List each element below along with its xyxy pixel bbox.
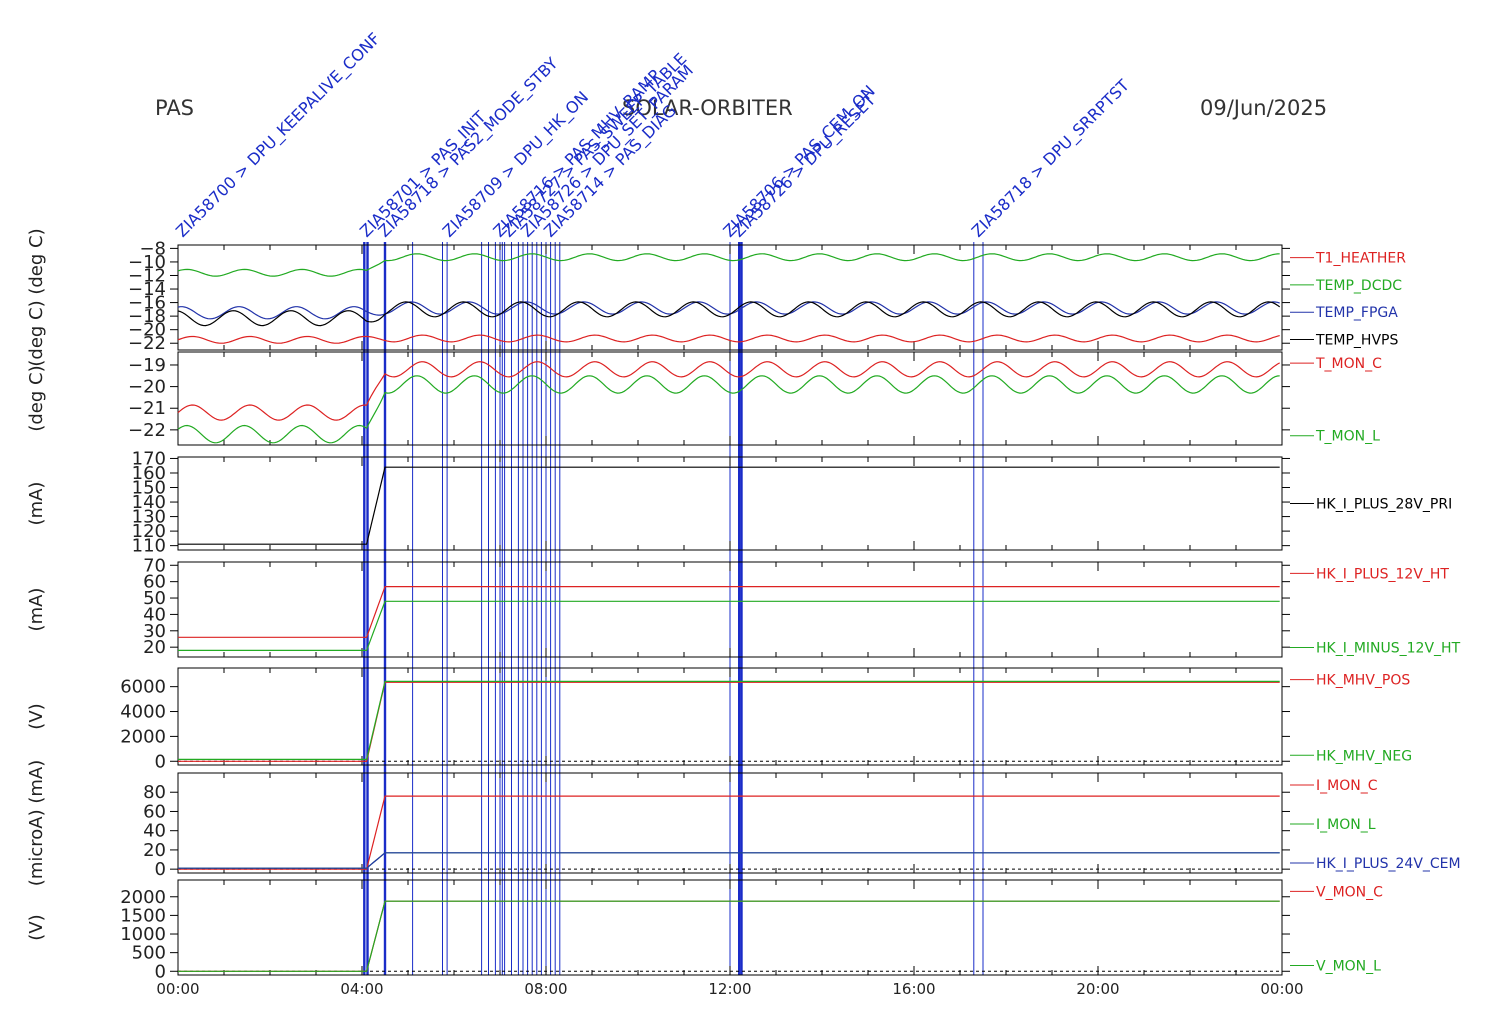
header-left: PAS [155,96,195,120]
x-tick-label: 00:00 [1260,980,1303,998]
legend-entry: HK_MHV_POS [1316,673,1410,689]
series-line [178,680,1280,761]
y-axis-label: (V) [26,703,47,729]
y-tick-label: −19 [128,355,166,376]
y-tick-label: 1000 [120,924,166,945]
series-line [178,795,1280,870]
y-tick-label: 20 [143,637,166,658]
x-tick-label: 00:00 [156,980,199,998]
event-label: ZIA58726 > DPU_SET_PARAM [517,61,698,242]
legend-entry: HK_I_PLUS_24V_CEM [1316,856,1461,872]
y-tick-label: 130 [132,507,166,528]
y-tick-label: −22 [128,420,166,441]
y-axis-label: (mA) [26,482,47,526]
series-line [177,334,1280,344]
y-tick-label: −20 [128,377,166,398]
y-tick-label: 40 [143,604,166,625]
x-tick-label: 20:00 [1076,980,1119,998]
legend-entry: I_MON_L [1316,817,1376,833]
event-label: ZIA58726 > DPU_RESET [729,90,881,242]
y-tick-label: 170 [132,448,166,469]
legend-entry: V_MON_C [1316,884,1383,900]
legend-entry: HK_MHV_NEG [1316,748,1412,764]
x-tick-label: 16:00 [892,980,935,998]
legend-entry: T_MON_L [1315,429,1380,445]
legend-entry: TEMP_DCDC [1315,278,1402,294]
x-tick-label: 12:00 [708,980,751,998]
y-tick-label: −22 [128,333,166,354]
series-line [177,253,1280,277]
legend-entry: I_MON_C [1316,778,1378,794]
y-tick-label: 70 [143,555,166,576]
y-axis-label: (deg C) [26,365,47,431]
series-line [178,900,1280,972]
y-tick-label: −8 [139,238,166,259]
y-tick-label: 2000 [120,887,166,908]
series-line [178,900,1280,972]
y-axis-label: (deg C) (deg C) [26,228,47,366]
y-tick-label: −14 [128,279,166,300]
series-line [178,681,1280,762]
y-tick-label: 500 [132,943,166,964]
y-tick-label: 40 [143,821,166,842]
series-line [178,852,1280,869]
x-tick-label: 04:00 [340,980,383,998]
y-tick-label: −16 [128,293,166,314]
y-axis-label: (mA) [26,588,47,632]
y-tick-label: −18 [128,306,166,327]
series-line [177,301,1281,327]
header-right: 09/Jun/2025 [1200,96,1328,120]
y-tick-label: 0 [155,961,166,982]
y-tick-label: 60 [143,572,166,593]
legend-entry: T_MON_C [1315,356,1382,372]
y-tick-label: 160 [132,463,166,484]
y-tick-label: 2000 [120,726,166,747]
y-tick-label: −12 [128,265,166,286]
header-center: SOLAR-ORBITER [622,96,793,120]
y-tick-label: 6000 [120,677,166,698]
y-tick-label: 4000 [120,702,166,723]
series-line [178,585,1280,638]
event-label: ZIA58700 > DPU_KEEPALIVE_CONF [172,29,385,242]
series-line [177,375,1280,444]
legend-entry: HK_I_PLUS_12V_HT [1316,566,1449,582]
y-tick-label: 60 [143,801,166,822]
legend-entry: TEMP_HVPS [1315,333,1398,349]
y-tick-label: 1500 [120,905,166,926]
series-line [178,600,1280,652]
legend-entry: HK_I_MINUS_12V_HT [1316,641,1461,657]
y-tick-label: −10 [128,252,166,273]
y-tick-label: 110 [132,536,166,557]
y-tick-label: 150 [132,478,166,499]
y-tick-label: 20 [143,840,166,861]
y-tick-label: 120 [132,521,166,542]
legend-entry: V_MON_L [1316,959,1381,975]
series-line [177,301,1280,320]
y-tick-label: 80 [143,782,166,803]
event-label: ZIA58718 > DPU_SRRPTST [968,76,1134,242]
legend-entry: HK_I_PLUS_28V_PRI [1316,497,1452,513]
y-tick-label: 30 [143,621,166,642]
y-tick-label: −21 [128,398,166,419]
y-tick-label: −20 [128,320,166,341]
y-axis-label: (microA) (mA) [26,760,47,886]
legend-entry: TEMP_FPGA [1315,305,1398,321]
series-line [178,852,1280,869]
x-tick-label: 08:00 [524,980,567,998]
y-tick-label: 0 [155,751,166,772]
y-tick-label: 0 [155,859,166,880]
y-tick-label: 140 [132,492,166,513]
series-line [178,466,1280,545]
series-line [177,361,1280,421]
y-axis-label: (V) [26,914,47,940]
legend-entry: T1_HEATHER [1315,251,1406,267]
y-tick-label: 50 [143,588,166,609]
